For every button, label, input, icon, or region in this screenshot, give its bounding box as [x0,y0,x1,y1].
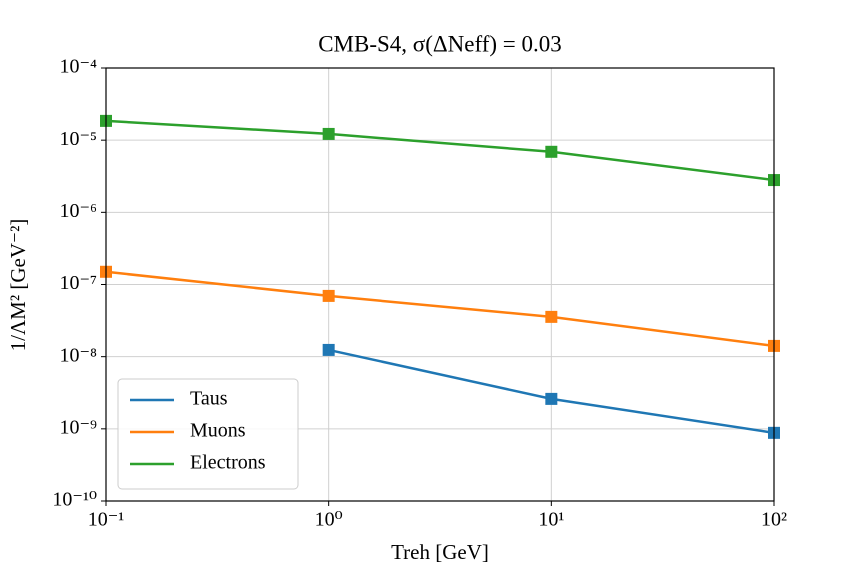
data-point [322,343,335,356]
y-tick-label: 10⁻⁹ [59,416,97,438]
y-axis-label: 1/ΛM² [GeV⁻²] [6,219,30,352]
y-tick-label: 10⁻⁴ [59,56,97,78]
y-tick-label: 10⁻¹⁰ [52,489,97,511]
series-line [105,119,775,182]
chart-title: CMB-S4, σ(ΔNeff) = 0.03 [318,31,562,56]
legend-label: Taus [190,388,228,410]
y-tick-label: 10⁻⁷ [59,272,97,294]
legend-box [117,378,299,490]
plot-frame [105,67,775,502]
data-point [545,145,558,158]
legend-label: Electrons [190,452,266,474]
x-tick-label: 10⁰ [315,509,343,531]
y-tick-label: 10⁻⁶ [59,200,97,222]
x-tick-label: 10⁻¹ [88,509,125,531]
data-point [322,289,335,302]
series-line [105,270,775,348]
y-tick-label: 10⁻⁵ [59,128,97,150]
x-tick-label: 10¹ [538,509,564,531]
y-tick-label: 10⁻⁸ [59,344,97,366]
legend-label: Muons [190,420,246,442]
data-point [545,310,558,323]
x-axis-label: Treh [GeV] [391,540,489,564]
data-point [322,127,335,140]
x-tick-label: 10² [761,509,787,531]
data-point [545,392,558,405]
